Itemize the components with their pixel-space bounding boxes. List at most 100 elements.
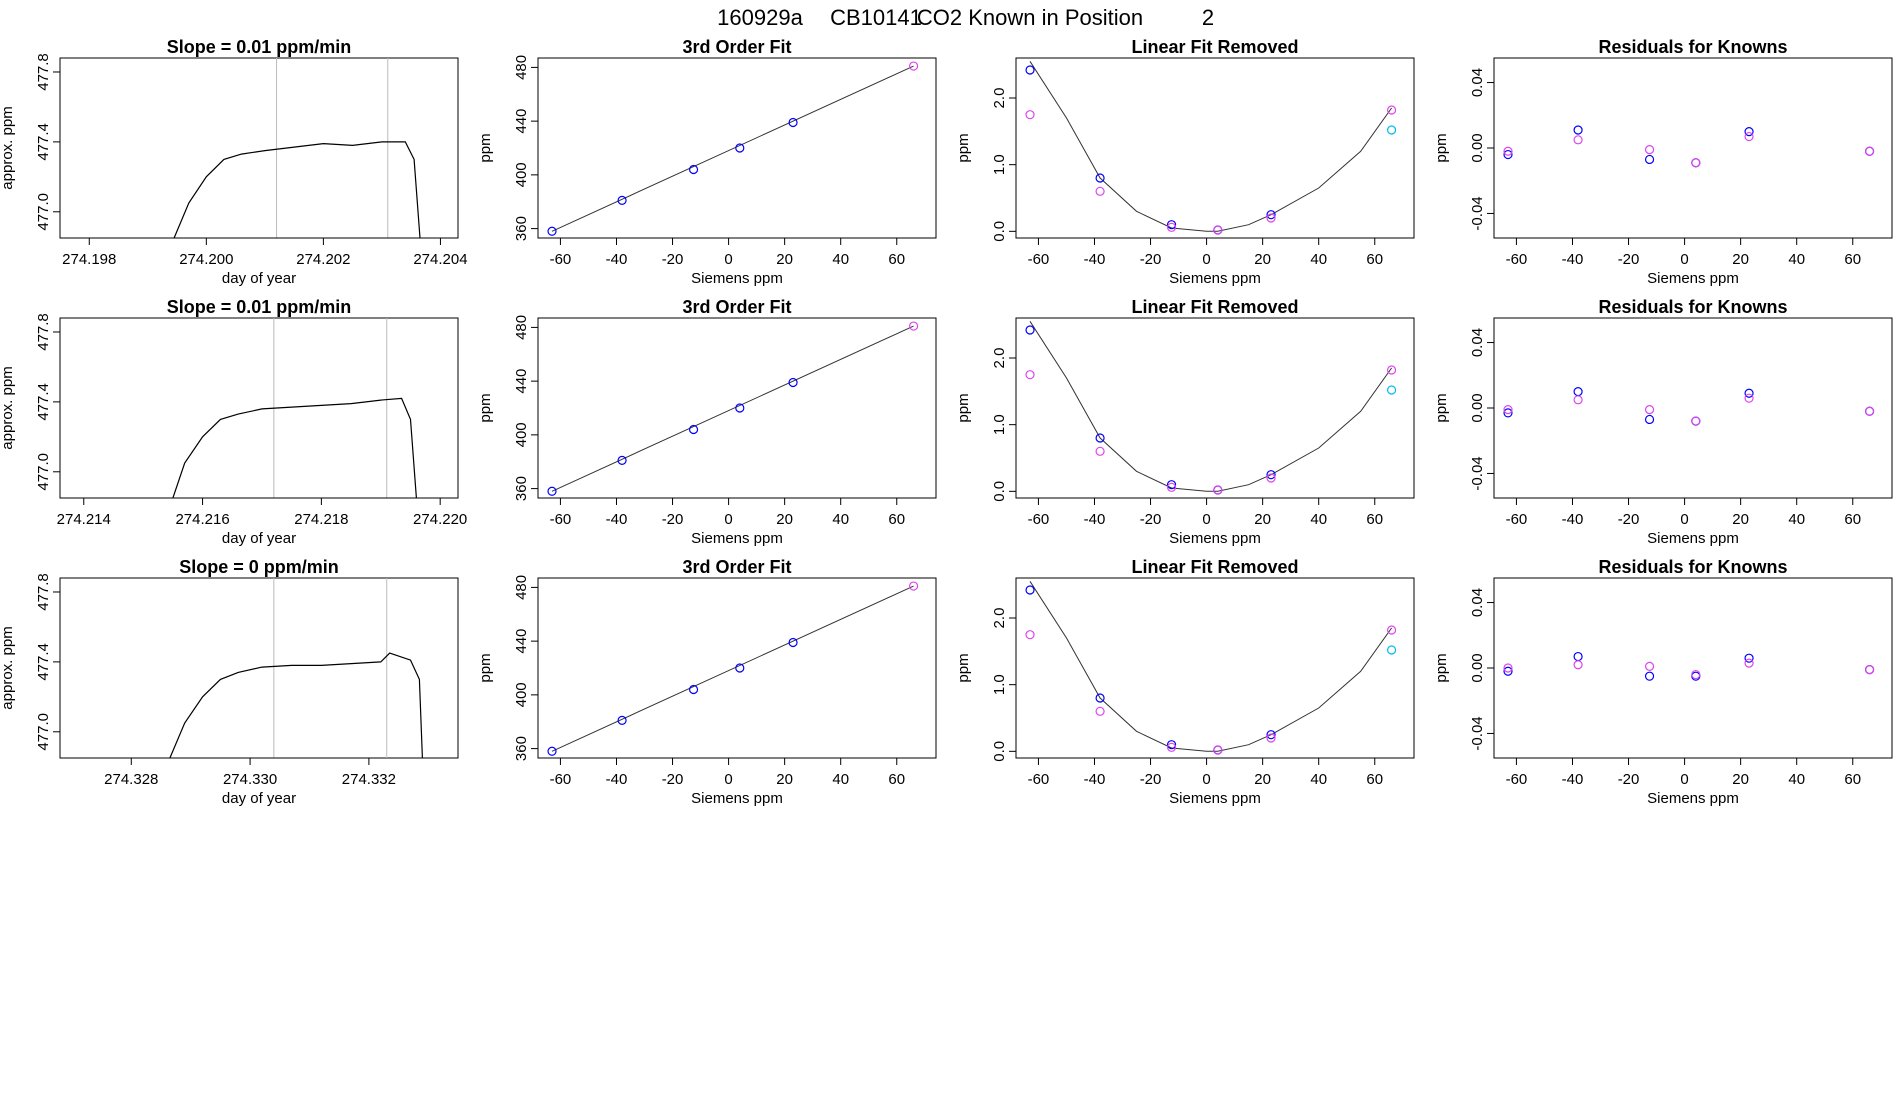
data-point	[908, 581, 919, 591]
y-tick-label: 477.0	[35, 713, 52, 751]
y-tick-label: 477.0	[35, 453, 52, 491]
x-tick-label: 60	[888, 251, 905, 268]
chart-title: Residuals for Knowns	[1598, 297, 1787, 317]
fit-line	[551, 65, 914, 232]
chart-title: Linear Fit Removed	[1131, 37, 1298, 57]
data-point	[1864, 146, 1875, 156]
chart-panel-2-4: Residuals for Knowns -60 -40 -20 0 20 40 60 -0.0…	[1433, 297, 1893, 547]
series-line	[173, 141, 421, 238]
y-axis-label: approx. ppm	[0, 626, 16, 709]
y-tick-label: 440	[513, 109, 530, 134]
data-point	[1644, 145, 1655, 155]
y-tick-label: 1.0	[991, 414, 1008, 435]
data-point	[1025, 325, 1035, 335]
data-point	[1744, 127, 1754, 137]
data-point	[908, 61, 919, 71]
y-tick-label: 480	[513, 315, 530, 340]
x-tick-label: 0	[1680, 771, 1688, 788]
x-tick-label: 20	[776, 511, 793, 528]
x-tick-label: -60	[1506, 251, 1528, 268]
y-tick-label: 360	[513, 216, 530, 241]
x-tick-label: 0	[724, 511, 732, 528]
data-point	[1744, 393, 1754, 403]
data-point	[735, 143, 745, 153]
chart-title: Linear Fit Removed	[1131, 297, 1298, 317]
data-point	[1503, 663, 1513, 673]
x-tick-label: -40	[606, 511, 628, 528]
chart-panel-1-2: 3rd Order Fit -60 -40 -20 0 20 40 60 360 400 440 48…	[477, 37, 937, 287]
y-axis-label: ppm	[955, 393, 972, 422]
data-point	[1386, 365, 1397, 375]
data-point	[688, 424, 699, 435]
data-point	[547, 486, 557, 496]
data-point	[1503, 149, 1513, 160]
y-tick-label: 0.04	[1469, 68, 1486, 97]
data-point	[1166, 480, 1177, 490]
x-tick-label: 274.198	[62, 251, 116, 268]
y-tick-label: 360	[513, 476, 530, 501]
x-tick-label: -60	[1028, 251, 1050, 268]
header-description: CO2 Known in Position	[917, 5, 1143, 30]
data-point	[1095, 446, 1105, 456]
data-point	[1503, 666, 1513, 676]
data-point	[1573, 395, 1583, 405]
y-tick-label: 480	[513, 575, 530, 600]
chart-panel-3-2: 3rd Order Fit -60 -40 -20 0 20 40 60 360 400 440 48…	[477, 557, 937, 807]
data-point	[1166, 220, 1177, 230]
x-tick-label: 60	[1366, 771, 1383, 788]
y-tick-label: 2.0	[991, 88, 1008, 109]
x-tick-label: 40	[1788, 771, 1805, 788]
y-tick-label: 477.4	[35, 643, 52, 681]
x-axis-label: day of year	[222, 790, 296, 807]
plot-data	[1503, 651, 1875, 681]
data-point	[735, 403, 745, 413]
y-tick-label: 477.8	[35, 313, 52, 351]
chart-panel-1-4: Residuals for Knowns -60 -40 -20 0 20 40 60 -0.0…	[1433, 37, 1893, 287]
x-tick-label: 20	[1254, 251, 1271, 268]
y-axis-label: ppm	[955, 653, 972, 682]
data-point	[1386, 105, 1397, 115]
x-tick-label: 0	[1680, 511, 1688, 528]
plot-data	[547, 321, 919, 496]
x-tick-label: 274.330	[223, 771, 277, 788]
data-point	[1644, 661, 1655, 671]
data-point	[908, 321, 919, 331]
x-tick-label: -40	[606, 771, 628, 788]
x-tick-label: -60	[550, 511, 572, 528]
y-tick-label: 477.4	[35, 383, 52, 421]
x-tick-label: -20	[662, 251, 684, 268]
chart-title: Residuals for Knowns	[1598, 557, 1787, 577]
plot-data	[1503, 387, 1875, 426]
data-point	[1691, 158, 1701, 168]
data-point	[1864, 665, 1875, 675]
chart-title: Slope = 0.01 ppm/min	[167, 297, 352, 317]
data-point	[1213, 485, 1223, 495]
x-tick-label: 60	[1366, 511, 1383, 528]
data-point	[1266, 733, 1276, 743]
data-point	[1503, 405, 1513, 415]
x-tick-label: -20	[662, 511, 684, 528]
y-tick-label: 477.8	[35, 573, 52, 611]
x-tick-label: 274.216	[175, 511, 229, 528]
x-tick-label: 20	[1732, 251, 1749, 268]
data-point	[1095, 173, 1105, 183]
data-point	[1503, 408, 1513, 418]
x-tick-label: 40	[1310, 771, 1327, 788]
y-tick-label: 440	[513, 369, 530, 394]
plot-data	[1025, 321, 1397, 495]
y-axis-label: ppm	[1433, 133, 1450, 162]
x-tick-label: 40	[1788, 511, 1805, 528]
x-axis-label: Siemens ppm	[1647, 270, 1739, 287]
y-tick-label: 440	[513, 629, 530, 654]
x-tick-label: 60	[1844, 771, 1861, 788]
chart-panel-1-3: Linear Fit Removed -60 -40 -20 0 20 40 60 0.0 1.0…	[955, 37, 1415, 287]
data-point	[547, 746, 557, 756]
data-point	[788, 377, 798, 388]
chart-panel-1-1: Slope = 0.01 ppm/min 274.198 274.200 274.20…	[0, 37, 468, 287]
x-tick-label: -20	[1618, 771, 1640, 788]
chart-panel-2-1: Slope = 0.01 ppm/min 274.214 274.216 274.21…	[0, 297, 467, 547]
chart-panel-2-2: 3rd Order Fit -60 -40 -20 0 20 40 60 360 400 440 48…	[477, 297, 937, 547]
fit-line	[551, 585, 914, 752]
fit-curve	[1029, 581, 1393, 752]
